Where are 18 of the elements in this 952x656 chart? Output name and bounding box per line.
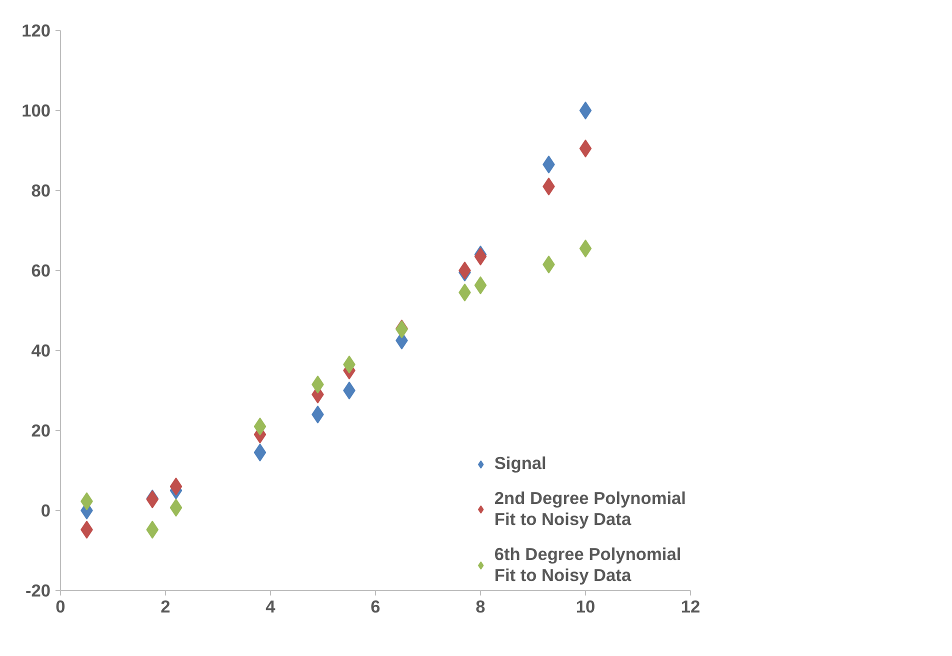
x-tick-label: 10 bbox=[576, 596, 596, 616]
x-tick-label: 8 bbox=[476, 596, 486, 616]
x-tick-label: 0 bbox=[56, 596, 66, 616]
x-tick-label: 4 bbox=[266, 596, 276, 616]
legend-label: 6th Degree Polynomial Fit to Noisy Data bbox=[494, 544, 682, 586]
legend-label: 2nd Degree Polynomial Fit to Noisy Data bbox=[494, 488, 686, 530]
y-tick-label: -20 bbox=[25, 580, 50, 600]
y-tick-label: 80 bbox=[31, 180, 51, 200]
y-tick-label: 60 bbox=[31, 260, 51, 280]
legend-label: Signal bbox=[494, 453, 546, 474]
x-tick-label: 6 bbox=[370, 596, 381, 616]
x-tick-label: 12 bbox=[680, 596, 700, 616]
y-tick-label: 0 bbox=[40, 500, 51, 520]
y-tick-label: 40 bbox=[31, 340, 51, 360]
y-tick-label: 120 bbox=[22, 20, 51, 40]
x-tick-label: 2 bbox=[160, 596, 170, 616]
y-tick-label: 20 bbox=[31, 420, 51, 440]
y-tick-label: 100 bbox=[22, 100, 51, 120]
